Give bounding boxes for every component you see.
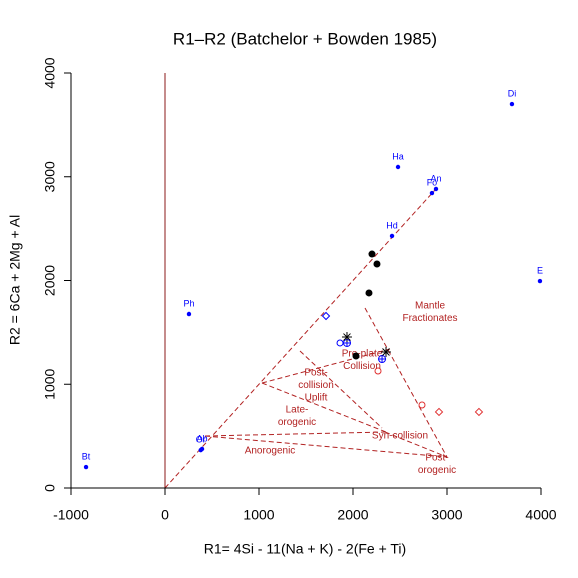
field-label: Anorogenic — [245, 446, 296, 457]
field-boundary — [164, 189, 436, 489]
point — [321, 311, 331, 321]
field-boundary — [261, 348, 391, 384]
point — [418, 401, 426, 409]
point — [378, 355, 387, 364]
x-tick-label: 3000 — [431, 507, 462, 523]
field-label: Uplift — [305, 393, 328, 404]
field-boundary — [364, 307, 448, 458]
point-label: Di — [508, 88, 517, 98]
point — [434, 407, 444, 417]
x-tick-label: 4000 — [525, 507, 556, 523]
field-label: Late- — [286, 405, 309, 416]
field-label: orogenic — [278, 417, 316, 428]
field-boundary — [204, 435, 448, 458]
point — [433, 186, 439, 192]
point-label: Hd — [386, 220, 398, 230]
point-label: An — [430, 173, 441, 183]
field-label: Post- — [304, 368, 327, 379]
field-boundary — [299, 350, 383, 429]
point — [352, 352, 360, 360]
field-label: Fractionates — [402, 313, 457, 324]
field-label: Pre-plate — [342, 349, 383, 360]
point — [186, 311, 192, 317]
point — [537, 278, 543, 284]
point-label: Fo — [427, 177, 438, 187]
x-tick-label: 0 — [161, 507, 169, 523]
field-label: Syn-collision — [372, 431, 428, 442]
point — [509, 101, 515, 107]
point — [474, 407, 484, 417]
field-boundaries — [164, 189, 448, 489]
point-label: E — [537, 265, 543, 275]
field-boundary — [204, 431, 386, 437]
field-label: collision — [298, 380, 334, 391]
point — [429, 190, 435, 196]
chart-title: R1–R2 (Batchelor + Bowden 1985) — [173, 29, 437, 48]
y-tick-label: 4000 — [42, 57, 58, 88]
point — [365, 289, 373, 297]
point — [374, 367, 382, 375]
point — [341, 332, 352, 343]
y-tick-label: 3000 — [42, 161, 58, 192]
x-tick-label: 1000 — [243, 507, 274, 523]
y-tick-label: 0 — [42, 484, 58, 492]
point — [83, 464, 89, 470]
y-tick-label: 1000 — [42, 368, 58, 399]
point — [336, 339, 344, 347]
field-label: Mantle — [415, 301, 445, 312]
point-label: Ph — [183, 298, 194, 308]
y-tick-label: 2000 — [42, 265, 58, 296]
field-label: orogenic — [418, 465, 456, 476]
y-axis-label: R2 = 6Ca + 2Mg + Al — [7, 215, 23, 345]
field-label: Collision — [343, 361, 381, 372]
x-tick-label: 2000 — [337, 507, 368, 523]
point-label: Ab — [197, 433, 208, 443]
point — [395, 164, 401, 170]
point — [380, 346, 391, 357]
point — [198, 447, 203, 453]
point — [373, 260, 381, 268]
field-boundary — [261, 382, 387, 433]
point — [368, 250, 376, 258]
field-label: Post- — [425, 453, 448, 464]
point-label: Ha — [392, 151, 404, 161]
x-axis-label: R1= 4Si - 11(Na + K) - 2(Fe + Ti) — [204, 541, 406, 557]
point-label: Or — [196, 435, 206, 445]
point — [389, 233, 395, 239]
field-boundary — [384, 431, 448, 458]
x-tick-label: -1000 — [53, 507, 89, 523]
point-label: Bt — [82, 451, 91, 461]
